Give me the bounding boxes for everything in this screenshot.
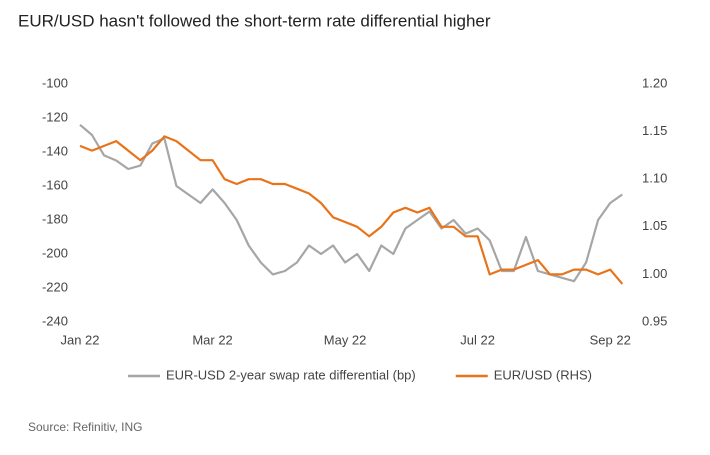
y-tick-label: -100 — [42, 75, 68, 90]
y-tick-label: -220 — [42, 279, 68, 294]
x-tick-label: Jul 22 — [460, 332, 495, 347]
y-tick-label: -140 — [42, 143, 68, 158]
series-line — [79, 135, 624, 285]
y-tick-label: -200 — [42, 245, 68, 260]
y-tick-label: -180 — [42, 211, 68, 226]
x-tick-label: Mar 22 — [192, 332, 232, 347]
series-line — [79, 123, 623, 283]
x-tick-label: Sep 22 — [590, 332, 631, 347]
x-tick-label: May 22 — [324, 332, 367, 347]
x-tick-label: Jan 22 — [60, 332, 99, 347]
y2-tick-label: 0.95 — [642, 313, 667, 328]
y-tick-label: -240 — [42, 313, 68, 328]
y2-tick-label: 1.15 — [642, 123, 667, 138]
source: Source: Refinitiv, ING — [28, 420, 142, 434]
y2-tick-label: 1.20 — [642, 75, 667, 90]
y2-tick-label: 1.05 — [642, 218, 667, 233]
chart-title: EUR/USD hasn't followed the short-term r… — [18, 11, 491, 30]
y-tick-label: -120 — [42, 109, 68, 124]
legend-label: EUR/USD (RHS) — [494, 367, 592, 382]
legend-label: EUR-USD 2-year swap rate differential (b… — [166, 367, 416, 382]
y2-tick-label: 1.10 — [642, 171, 667, 186]
y-tick-label: -160 — [42, 177, 68, 192]
y2-tick-label: 1.00 — [642, 266, 667, 281]
